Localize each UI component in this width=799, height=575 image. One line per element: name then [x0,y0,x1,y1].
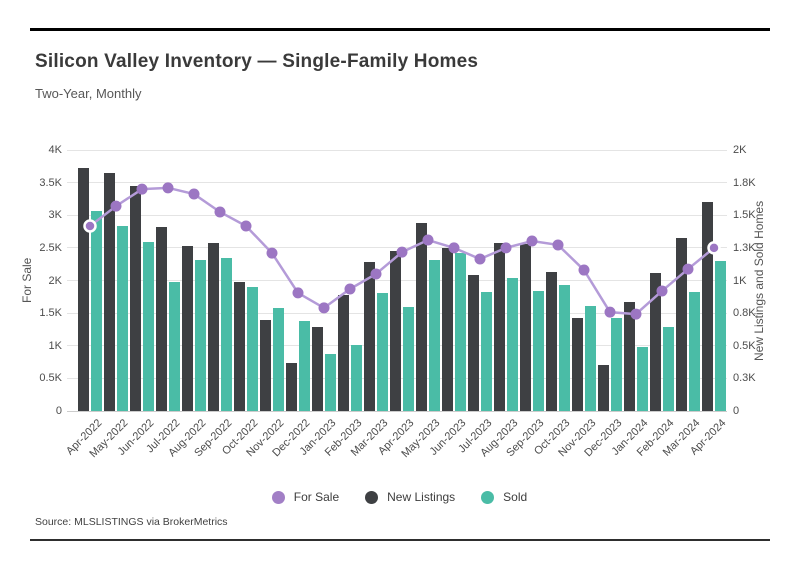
bar-new-listings [546,272,557,411]
bar-sold [663,326,674,411]
bar-sold [585,305,596,411]
bar-sold [169,281,180,411]
bar-sold [637,347,648,411]
right-axis-tick: 0.5K [733,339,756,352]
legend-item-sold: Sold [481,490,527,504]
forsale-point [214,206,226,218]
forsale-point [240,220,252,232]
bar-new-listings [442,247,453,411]
bar-new-listings [650,272,661,411]
bar-sold [195,260,206,411]
left-axis-tick: 2K [48,274,62,287]
bar-new-listings [624,302,635,411]
left-axis-tick: 0.5K [39,372,62,385]
right-axis-tick: 1.8K [733,176,756,189]
forsale-point [162,182,174,194]
bar-new-listings [390,251,401,411]
bar-sold [611,317,622,411]
forsale-point [344,283,356,295]
forsale-point [188,188,200,200]
gridline [67,214,727,216]
bar-new-listings [234,281,245,411]
bar-new-listings [520,243,531,411]
bar-new-listings [364,262,375,411]
bar-sold [455,253,466,411]
bar-new-listings [78,168,89,411]
bar-sold [221,258,232,411]
bar-new-listings [156,226,167,411]
bar-new-listings [104,172,115,411]
page-title: Silicon Valley Inventory — Single-Family… [35,51,479,72]
gridline [67,182,727,184]
bar-new-listings [312,326,323,411]
bar-new-listings [416,223,427,411]
card-bottom-border [30,539,770,541]
bar-new-listings [572,317,583,411]
legend-swatch [481,490,495,504]
left-axis-tick: 0 [55,405,62,417]
left-axis-tick: 1K [48,339,62,352]
forsale-point [552,239,564,251]
bar-new-listings [260,320,271,411]
left-axis-tick: 1.5K [39,307,62,320]
legend-item-for-sale: For Sale [271,490,340,504]
left-axis-tick: 3.5K [39,176,62,189]
left-axis-tick: 2.5K [39,241,62,254]
forsale-point [292,287,304,299]
legend-label: New Listings [387,490,456,504]
bar-sold [377,292,388,411]
bar-sold [559,285,570,411]
bar-sold [299,320,310,411]
card-top-border [30,28,770,31]
bar-sold [403,307,414,411]
bar-sold [715,260,726,411]
forsale-point [578,264,590,276]
bar-sold [507,277,518,411]
bar-sold [533,290,544,411]
bar-new-listings [286,362,297,411]
bar-sold [351,345,362,411]
bar-sold [481,292,492,411]
legend-item-new-listings: New Listings [365,490,455,504]
legend-label: For Sale [293,490,340,504]
left-axis-tick: 3K [48,209,62,222]
legend: For Sale New Listings Sold [0,490,799,504]
bar-sold [247,287,258,411]
right-axis-tick: 1K [733,274,747,287]
legend-swatch [271,490,285,504]
bar-new-listings [208,242,219,411]
bar-sold [325,354,336,411]
bar-sold [273,307,284,411]
bar-new-listings [182,245,193,411]
x-axis-baseline [67,410,727,412]
bar-sold [429,260,440,411]
bar-new-listings [468,275,479,411]
forsale-point [266,247,278,259]
bar-sold [117,225,128,411]
bar-new-listings [676,238,687,411]
bar-new-listings [702,202,713,411]
bar-sold [143,242,154,411]
legend-label: Sold [503,490,528,504]
right-axis-tick: 1.5K [733,209,756,222]
right-axis-tick: 0 [733,405,740,417]
bar-new-listings [338,294,349,411]
bar-new-listings [494,242,505,411]
bar-sold [91,211,102,411]
right-axis-tick: 2K [733,144,747,156]
bar-new-listings [598,365,609,411]
bar-new-listings [130,185,141,411]
right-axis-tick: 0.3K [733,372,756,385]
source-note: Source: MLSLISTINGS via BrokerMetrics [35,516,228,528]
legend-swatch [365,490,379,504]
bar-sold [689,292,700,411]
right-axis-tick: 0.8K [733,307,756,320]
gridline [67,149,727,151]
left-axis-tick: 4K [48,144,62,156]
forsale-point [474,253,486,265]
right-axis-tick: 1.3K [733,241,756,254]
page-subtitle: Two-Year, Monthly [35,86,142,101]
